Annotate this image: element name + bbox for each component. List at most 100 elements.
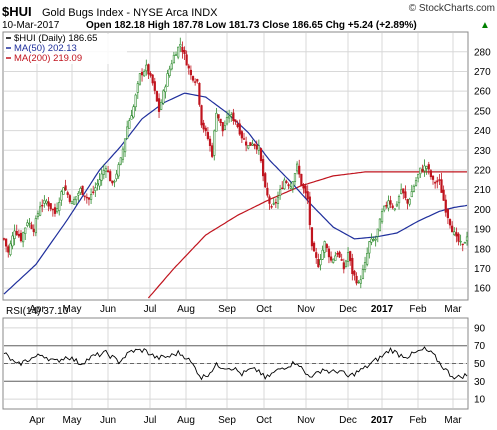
ma200-line — [147, 171, 467, 299]
chg-up-icon: ▲ — [480, 20, 490, 31]
price-candle — [7, 244, 10, 258]
price-candle — [168, 65, 171, 78]
price-candle — [293, 173, 297, 186]
price-candle — [264, 171, 267, 189]
watermark: © StockCharts.com — [409, 3, 495, 14]
price-candle — [334, 251, 337, 261]
price-candle — [266, 182, 269, 198]
price-candle — [308, 191, 311, 230]
price-candle — [349, 250, 352, 266]
price-candle — [36, 210, 40, 220]
price-candle — [446, 207, 449, 225]
price-candle — [34, 215, 37, 237]
price-candle — [177, 46, 180, 60]
price-candle — [151, 74, 154, 86]
price-candle — [219, 118, 222, 127]
price-candle — [211, 142, 214, 159]
price-candle — [351, 253, 354, 281]
price-candle — [291, 181, 294, 193]
price-candle — [200, 104, 203, 128]
price-candle — [317, 253, 320, 268]
price-x-tick-label: Jun — [100, 304, 116, 315]
price-candle — [60, 190, 63, 206]
price-candle — [455, 227, 458, 243]
price-candle — [281, 181, 284, 190]
price-candle — [366, 247, 369, 267]
price-candle — [302, 182, 305, 194]
price-candle — [236, 120, 239, 129]
price-candle — [138, 73, 142, 86]
price-candle — [465, 231, 469, 246]
price-candle — [251, 139, 254, 147]
price-candle — [259, 147, 263, 164]
price-candle — [68, 193, 71, 204]
price-x-tick-label: Nov — [297, 304, 315, 315]
rsi-x-tick-label: Sep — [218, 415, 236, 426]
price-candle — [13, 224, 16, 246]
price-candle — [247, 145, 250, 150]
price-candle — [361, 264, 365, 280]
price-candle — [429, 169, 432, 180]
price-candle — [166, 69, 169, 87]
price-candle — [232, 108, 235, 125]
price-candle — [121, 146, 125, 163]
price-candle — [374, 235, 377, 247]
price-x-tick-label: 2017 — [371, 304, 394, 315]
price-candle — [170, 59, 173, 71]
price-candle — [145, 59, 148, 76]
price-candle — [62, 187, 65, 195]
rsi-x-tick-label: Oct — [256, 415, 272, 426]
price-candle — [274, 198, 277, 209]
rsi-y-tick-label: 30 — [474, 377, 486, 388]
price-candle — [106, 166, 110, 173]
price-x-tick-label: Oct — [256, 304, 272, 315]
price-candle — [431, 175, 435, 185]
price-candle — [329, 251, 333, 263]
price-candle — [213, 129, 216, 161]
price-candle — [279, 184, 282, 200]
price-candle — [149, 71, 152, 78]
price-candle — [283, 177, 286, 190]
price-candle — [417, 173, 420, 183]
price-candle — [85, 193, 88, 204]
rsi-panel: 10 30 50 70 90 — [2, 317, 486, 410]
price-candle — [434, 180, 437, 189]
price-x-tick-label: Apr — [29, 304, 45, 315]
price-candle — [419, 167, 422, 178]
price-candle — [395, 201, 399, 208]
price-y-tick-label: 280 — [474, 47, 491, 58]
price-y-tick-label: 200 — [474, 205, 491, 216]
price-candle — [338, 250, 341, 259]
rsi-y-tick-label: 90 — [474, 323, 486, 334]
price-candle — [342, 258, 345, 274]
price-candle — [387, 195, 390, 212]
price-candle — [385, 201, 388, 209]
price-candle — [30, 221, 33, 230]
price-candle — [81, 185, 84, 196]
price-candle — [41, 199, 44, 213]
price-candle — [181, 41, 184, 59]
price-candle — [270, 204, 273, 209]
price-candle — [196, 78, 199, 84]
price-candle — [51, 208, 54, 217]
price-candle — [87, 197, 91, 206]
price-candle — [217, 114, 220, 122]
price-candle — [113, 179, 116, 188]
price-y-tick-label: 210 — [474, 185, 491, 196]
price-candle — [39, 201, 42, 217]
price-candle — [268, 194, 271, 210]
price-candle — [372, 236, 375, 242]
price-candle — [404, 185, 407, 201]
rsi-x-tick-label: Mar — [444, 415, 462, 426]
date-label: 10-Mar-2017 — [2, 20, 60, 31]
price-candle — [89, 188, 93, 205]
price-candle — [104, 165, 108, 179]
price-candle — [238, 119, 241, 136]
rsi-x-tick-label: Feb — [409, 415, 427, 426]
price-candle — [162, 89, 165, 105]
price-candle — [28, 217, 31, 228]
legend-ma200: MA(200) 219.09 — [14, 53, 82, 64]
price-candle — [306, 185, 309, 205]
price-candle — [153, 77, 156, 95]
price-candle — [185, 50, 188, 66]
